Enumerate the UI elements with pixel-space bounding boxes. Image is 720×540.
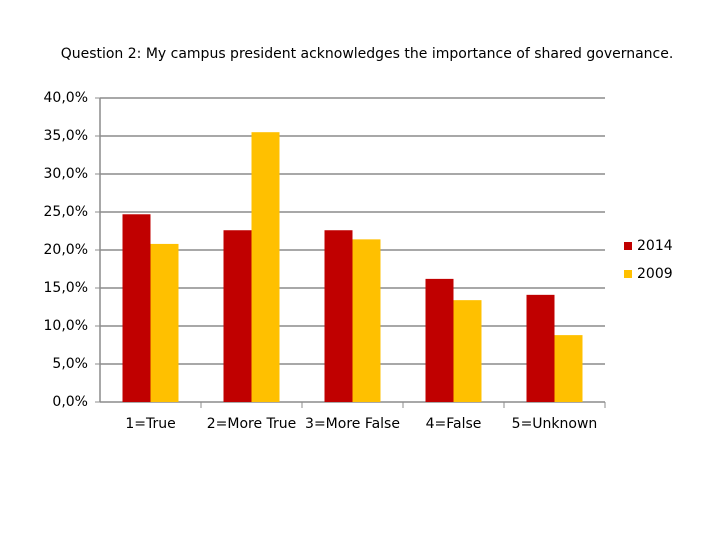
legend-label: 2009: [637, 266, 673, 282]
y-tick-label: 25,0%: [44, 204, 88, 220]
x-tick-label: 3=More False: [305, 416, 400, 432]
bar: [223, 230, 252, 402]
legend-label: 2014: [637, 238, 673, 254]
legend-swatch: [624, 242, 632, 250]
y-tick-label: 40,0%: [44, 90, 88, 106]
bar: [352, 239, 381, 402]
x-tick-label: 5=Unknown: [512, 416, 598, 432]
bar: [526, 294, 555, 402]
x-tick-label: 1=True: [125, 416, 175, 432]
chart-title: Question 2: My campus president acknowle…: [61, 46, 674, 62]
y-tick-label: 15,0%: [44, 280, 88, 296]
bar: [251, 132, 280, 402]
y-tick-label: 10,0%: [44, 318, 88, 334]
bar: [554, 335, 583, 402]
bar: [150, 243, 179, 402]
bar: [453, 300, 482, 402]
x-tick-label: 4=False: [426, 416, 482, 432]
y-tick-label: 5,0%: [52, 356, 88, 372]
y-tick-label: 35,0%: [44, 128, 88, 144]
bar: [425, 278, 454, 402]
y-tick-label: 0,0%: [52, 394, 88, 410]
x-tick-label: 2=More True: [207, 416, 297, 432]
bar: [324, 230, 353, 402]
y-tick-label: 20,0%: [44, 242, 88, 258]
y-tick-label: 30,0%: [44, 166, 88, 182]
bar: [122, 214, 151, 402]
legend-swatch: [624, 270, 632, 278]
